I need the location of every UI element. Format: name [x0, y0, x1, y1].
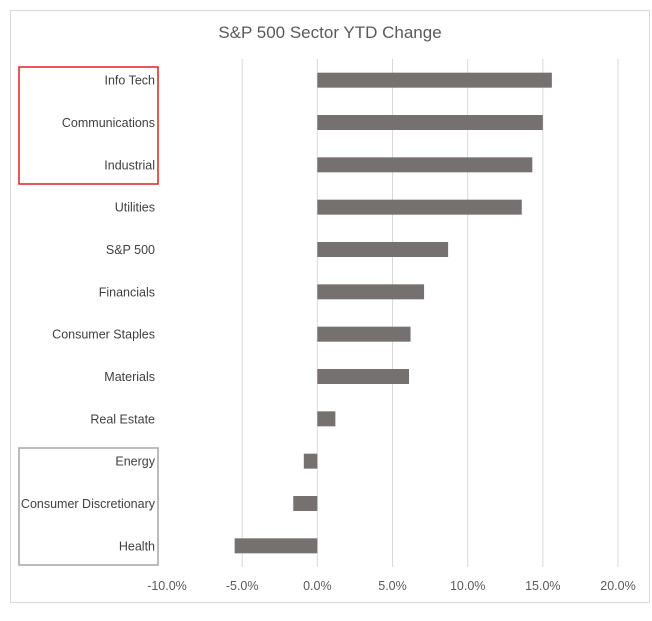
category-label-info-tech: Info Tech: [104, 74, 155, 88]
x-tick-label: -10.0%: [147, 579, 187, 593]
bar-materials: [317, 369, 410, 384]
category-label-consumer-staples: Consumer Staples: [52, 328, 155, 342]
bar-real-estate: [317, 411, 336, 427]
bar-energy: [303, 453, 318, 469]
bar-info-tech: [317, 72, 552, 88]
bar-communications: [317, 115, 543, 130]
highlight-boxes: [18, 66, 159, 566]
highlight-box-top-sectors: [18, 66, 159, 185]
category-label-health: Health: [119, 539, 155, 553]
x-tick-label: 5.0%: [378, 579, 407, 593]
x-tick-label: -5.0%: [226, 579, 259, 593]
category-label-financials: Financials: [99, 285, 155, 299]
category-label-energy: Energy: [115, 455, 155, 469]
chart-title: S&P 500 Sector YTD Change: [218, 23, 441, 42]
bar-health: [234, 538, 318, 554]
bar-financials: [317, 284, 425, 300]
bars: [234, 72, 552, 554]
x-tick-label: 20.0%: [600, 579, 635, 593]
x-tick-label: 0.0%: [303, 579, 332, 593]
category-label-industrial: Industrial: [104, 158, 155, 172]
category-label-materials: Materials: [104, 370, 155, 384]
bar-industrial: [317, 157, 533, 173]
bar-consumer-discretionary: [293, 496, 318, 511]
highlight-box-bottom-sectors: [18, 447, 159, 566]
category-label-utilities: Utilities: [115, 201, 155, 215]
x-tick-label: 15.0%: [525, 579, 560, 593]
category-label-sandp-500: S&P 500: [106, 243, 155, 257]
category-label-consumer-discretionary: Consumer Discretionary: [21, 497, 156, 511]
gridlines: [241, 59, 619, 567]
bar-consumer-staples: [317, 326, 411, 342]
bar-sandp-500: [317, 242, 449, 257]
x-tick-labels: -10.0% -5.0% 0.0% 5.0% 10.0% 15.0% 20.0%: [147, 579, 636, 593]
category-labels: Info Tech Communications Industrial Utiliti…: [21, 74, 156, 554]
category-label-communications: Communications: [62, 116, 155, 130]
category-label-real-estate: Real Estate: [90, 412, 155, 426]
x-tick-label: 10.0%: [450, 579, 485, 593]
bar-utilities: [317, 199, 522, 215]
